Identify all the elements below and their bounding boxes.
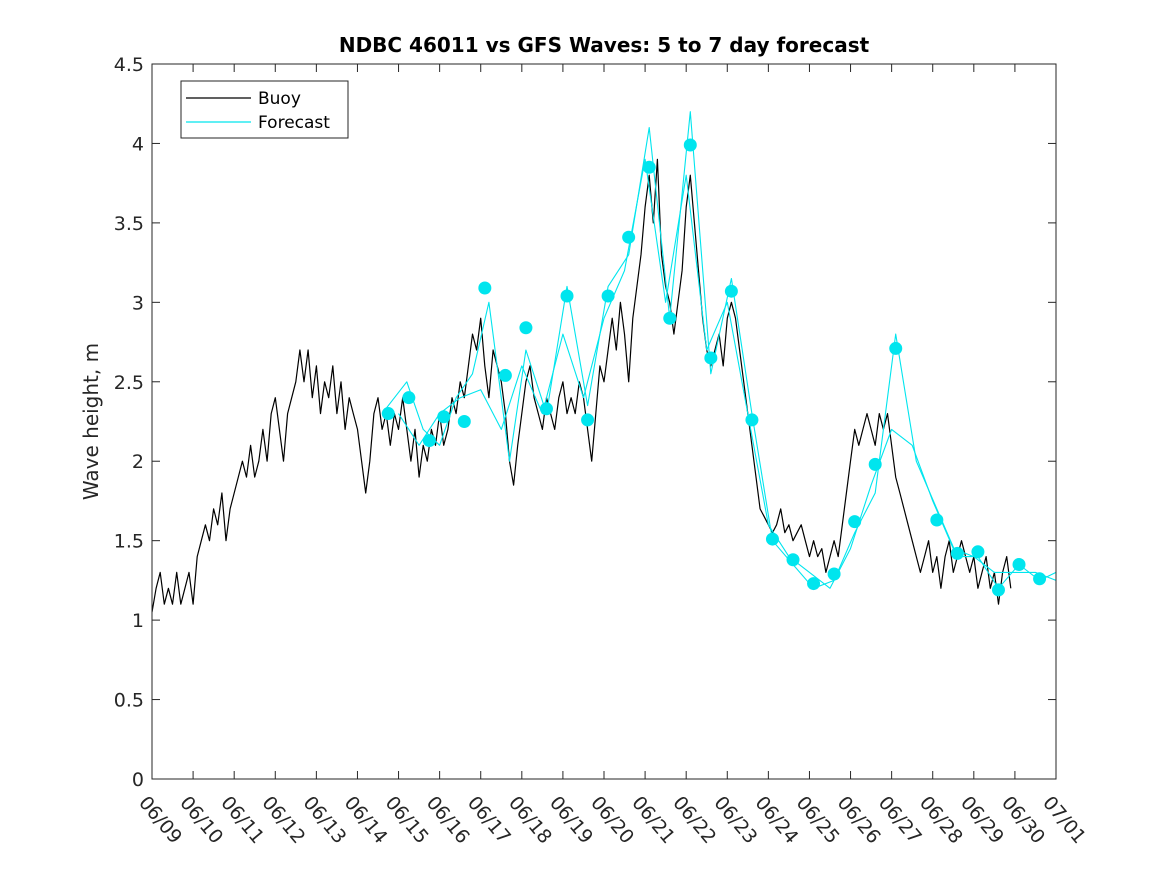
- forecast-point: [889, 341, 903, 355]
- forecast-point: [381, 407, 395, 421]
- forecast-point: [457, 415, 471, 428]
- y-tick-label: 0: [132, 769, 144, 791]
- series-line-forecast: [381, 111, 1057, 589]
- legend-box: [180, 80, 349, 139]
- y-tick-label: 1.5: [114, 531, 144, 553]
- forecast-point: [868, 457, 882, 471]
- forecast-point: [991, 583, 1005, 597]
- forecast-point: [950, 546, 964, 560]
- legend-label-forecast: Forecast: [258, 113, 330, 133]
- forecast-point: [622, 230, 636, 244]
- forecast-point: [704, 351, 718, 365]
- chart-title: NDBC 46011 vs GFS Waves: 5 to 7 day fore…: [339, 33, 870, 57]
- forecast-point: [971, 545, 985, 559]
- y-tick-label: 4.5: [114, 54, 144, 76]
- forecast-point: [601, 289, 615, 303]
- forecast-point: [1033, 572, 1047, 586]
- series-line-forecast: [398, 158, 1057, 589]
- forecast-point: [745, 413, 759, 427]
- y-tick-label: 3: [132, 292, 144, 314]
- chart-legend: Buoy Forecast: [180, 80, 349, 139]
- y-axis-label: Wave height, m: [79, 343, 103, 500]
- forecast-point: [519, 321, 533, 335]
- forecast-point: [402, 391, 416, 405]
- forecast-point: [663, 311, 677, 325]
- y-tick-label: 4: [132, 133, 144, 155]
- y-tick-label: 1: [132, 610, 144, 632]
- forecast-point: [724, 284, 738, 298]
- forecast-point: [765, 532, 779, 546]
- y-tick-label: 2.5: [114, 372, 144, 394]
- y-tick-label: 0.5: [114, 690, 144, 712]
- forecast-point: [437, 410, 451, 424]
- y-tick-label: 3.5: [114, 213, 144, 235]
- forecast-point: [786, 553, 800, 567]
- series-layer: [151, 111, 1057, 613]
- forecast-point: [581, 413, 595, 427]
- forecast-point: [848, 515, 862, 529]
- forecast-point: [683, 138, 697, 152]
- legend-label-buoy: Buoy: [258, 89, 301, 109]
- forecast-point: [422, 434, 436, 448]
- forecast-point: [478, 281, 492, 295]
- forecast-point: [1012, 558, 1026, 571]
- forecast-point: [642, 160, 656, 174]
- forecast-point: [539, 402, 553, 416]
- forecast-point: [498, 368, 512, 382]
- forecast-point: [827, 567, 841, 581]
- forecast-point: [807, 577, 821, 591]
- y-tick-label: 2: [132, 451, 144, 473]
- forecast-point: [560, 289, 574, 303]
- forecast-point: [930, 513, 944, 527]
